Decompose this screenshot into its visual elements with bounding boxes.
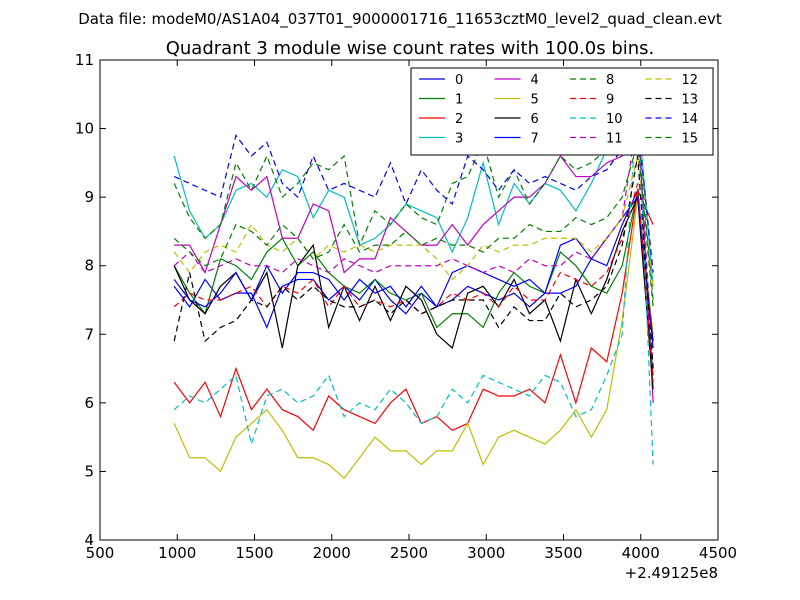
- x-tick-label: 2000: [313, 544, 351, 562]
- legend-label-7: 7: [531, 132, 539, 147]
- figure-suptitle: Data file: modeM0/AS1A04_037T01_90000017…: [78, 10, 722, 29]
- series-line-12: [173, 155, 654, 287]
- plot-frame: [99, 59, 719, 541]
- series-line-14: [173, 119, 654, 273]
- x-tick-label: 1000: [158, 544, 196, 562]
- series-line-15: [173, 142, 654, 307]
- x-tick-label: 4500: [699, 544, 737, 562]
- legend-label-13: 13: [682, 93, 699, 108]
- legend-label-8: 8: [606, 73, 614, 88]
- y-tick-label: 10: [75, 120, 94, 138]
- plot-series: [173, 94, 654, 480]
- legend-label-6: 6: [531, 112, 539, 127]
- legend-label-5: 5: [531, 93, 539, 108]
- y-tick-label: 9: [84, 188, 94, 206]
- y-tick-label: 6: [84, 394, 94, 412]
- y-tick-label: 11: [75, 51, 94, 69]
- series-line-9: [173, 183, 654, 383]
- y-tick-label: 5: [84, 462, 94, 480]
- x-tick-label: 1500: [235, 544, 273, 562]
- x-tick-label: 3000: [467, 544, 505, 562]
- x-tick-label: 500: [86, 544, 115, 562]
- series-line-0: [173, 187, 654, 349]
- series-line-5: [173, 197, 654, 480]
- x-tick-label: 2500: [390, 544, 428, 562]
- series-line-8: [173, 127, 654, 301]
- legend-label-10: 10: [606, 112, 623, 127]
- legend-label-11: 11: [606, 132, 623, 147]
- legend-label-15: 15: [682, 132, 699, 147]
- legend-label-1: 1: [455, 93, 463, 108]
- series-line-2: [173, 188, 654, 432]
- x-tick-label: 3500: [544, 544, 582, 562]
- x-axis: 500 1000 1500 2000 2500 3000 3500 4000 4500: [86, 60, 737, 562]
- legend-label-3: 3: [455, 132, 463, 147]
- legend-label-14: 14: [682, 112, 699, 127]
- y-tick-label: 7: [84, 325, 94, 343]
- series-line-4: [174, 107, 654, 403]
- x-tick-label: 4000: [622, 544, 660, 562]
- chart-title: Quadrant 3 module wise count rates with …: [166, 38, 655, 59]
- series-line-7: [173, 195, 654, 342]
- x-offset-label: +2.49125e8: [625, 564, 718, 582]
- legend-label-2: 2: [455, 112, 463, 127]
- series-line-10: [173, 94, 654, 465]
- y-tick-label: 4: [84, 531, 94, 549]
- legend-box: [410, 67, 714, 156]
- legend-label-0: 0: [455, 73, 463, 88]
- series-line-13: [173, 155, 654, 369]
- legend-label-12: 12: [682, 73, 699, 88]
- legend-label-4: 4: [531, 73, 539, 88]
- legend-label-9: 9: [606, 93, 614, 108]
- series-line-1: [173, 190, 654, 376]
- y-tick-label: 8: [84, 257, 94, 275]
